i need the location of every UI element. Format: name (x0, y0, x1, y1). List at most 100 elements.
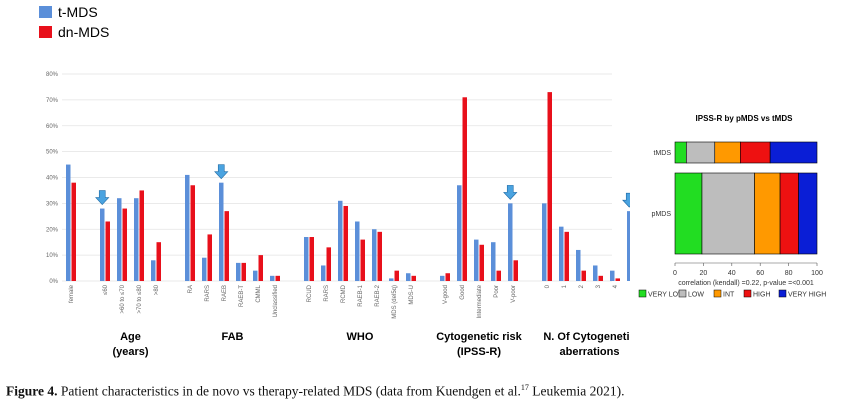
x-tick-label: 100 (811, 270, 823, 277)
bar-t-mds (219, 182, 224, 281)
legend-swatch (778, 289, 787, 298)
legend-swatch (39, 26, 52, 38)
group-title: N. Of Cytogenetic (543, 331, 630, 343)
caption-label: Figure 4. (6, 383, 58, 399)
category-label: RA (188, 285, 194, 293)
arrow-marker (95, 190, 110, 205)
bar-t-mds (66, 164, 71, 281)
bar-dn-mds (241, 262, 246, 281)
group-title: WHO (347, 331, 374, 343)
caption-text: Patient characteristics in de novo vs th… (60, 383, 521, 399)
bar-t-mds (610, 270, 615, 281)
bar-t-mds (491, 242, 496, 281)
legend-swatch (39, 6, 52, 18)
bar-dn-mds (615, 278, 620, 281)
bar-dn-mds (445, 273, 450, 281)
legend-label: INT (723, 292, 735, 299)
bar-dn-mds (598, 275, 603, 281)
bar-t-mds (406, 273, 411, 281)
bar-t-mds (338, 200, 343, 281)
category-label: RCUD (307, 284, 313, 302)
x-tick-label: 60 (756, 270, 764, 277)
category-label: V-poor (511, 285, 517, 303)
y-tick-label: 0% (49, 279, 58, 285)
bar-t-mds (202, 257, 207, 281)
row-label: pMDS (652, 211, 672, 218)
category-label: 0 (545, 284, 551, 288)
caption-text-end: Leukemia 2021). (528, 383, 625, 399)
bar-t-mds (389, 278, 394, 281)
bar-t-mds (372, 229, 377, 281)
bar-dn-mds (309, 237, 314, 281)
category-label: RARS (205, 285, 211, 302)
bar-dn-mds (71, 182, 76, 281)
y-tick-label: 70% (46, 98, 59, 104)
bar-dn-mds (496, 270, 501, 281)
correlation-note: correlation (kendall) =0.22, p-value =<0… (678, 280, 814, 287)
category-label: RAEB-T (239, 285, 245, 307)
category-label: ≤60 (103, 284, 109, 295)
group-title: FAB (222, 331, 244, 343)
bar-t-mds (542, 203, 547, 281)
bar-dn-mds (122, 208, 127, 281)
category-label: Poor (494, 285, 500, 298)
bar-dn-mds (224, 211, 229, 281)
bar-t-mds (559, 226, 564, 281)
bar-t-mds (304, 237, 309, 281)
bar-t-mds (593, 265, 598, 281)
bar-dn-mds (190, 185, 195, 281)
category-label: 3 (596, 284, 602, 288)
bar-t-mds (151, 260, 156, 281)
bar-dn-mds (411, 275, 416, 281)
legend-label: dn-MDS (58, 24, 109, 40)
bar-dn-mds (139, 190, 144, 281)
bar-t-mds (576, 249, 581, 281)
bar-t-mds (355, 221, 360, 281)
bar-dn-mds (275, 275, 280, 281)
x-tick-label: 0 (673, 270, 677, 277)
stacked-segment (754, 172, 781, 255)
bar-t-mds (134, 198, 139, 281)
category-label: CMML (256, 284, 262, 302)
stacked-segment (769, 141, 818, 164)
legend-label: HIGH (753, 292, 771, 299)
group-title: (IPSS-R) (457, 346, 501, 358)
category-label: RARS (324, 285, 330, 302)
bar-dn-mds (105, 221, 110, 281)
y-tick-label: 60% (46, 124, 59, 130)
category-label: Unclassified (273, 285, 279, 317)
stacked-segment (674, 141, 687, 164)
bar-dn-mds (581, 270, 586, 281)
category-label: V-good (443, 285, 449, 304)
figure-caption: Figure 4. Patient characteristics in de … (6, 383, 836, 400)
y-tick-label: 40% (46, 176, 59, 182)
stacked-segment (701, 172, 755, 255)
x-tick-label: 80 (785, 270, 793, 277)
arrow-marker (622, 192, 630, 208)
group-title: Age (120, 331, 141, 343)
bar-dn-mds (564, 231, 569, 281)
bar-t-mds (253, 270, 258, 281)
bar-t-mds (321, 265, 326, 281)
bar-dn-mds (326, 247, 331, 281)
legend-swatch (743, 289, 752, 298)
category-label: RCMD (341, 284, 347, 303)
bar-dn-mds (258, 255, 263, 281)
bar-dn-mds (156, 242, 161, 281)
category-label: MDS (del5q) (392, 285, 398, 319)
bar-dn-mds (343, 205, 348, 281)
category-label: female (69, 284, 75, 303)
y-tick-label: 10% (46, 253, 59, 259)
legend-swatch (713, 289, 722, 298)
group-title: aberrations (560, 346, 620, 358)
category-label: >80 (154, 284, 160, 295)
stacked-segment (714, 141, 741, 164)
stacked-segment (674, 172, 703, 255)
bar-t-mds (474, 239, 479, 281)
legend-swatch (638, 289, 647, 298)
stacked-segment (779, 172, 799, 255)
bar-t-mds (440, 275, 445, 281)
ipss-r-stacked-bar-chart: IPSS-R by pMDS vs tMDS tMDS pMDS 0 20 40 60 80 1… (638, 114, 826, 299)
x-tick-label: 40 (728, 270, 736, 277)
arrow-marker (214, 164, 229, 180)
